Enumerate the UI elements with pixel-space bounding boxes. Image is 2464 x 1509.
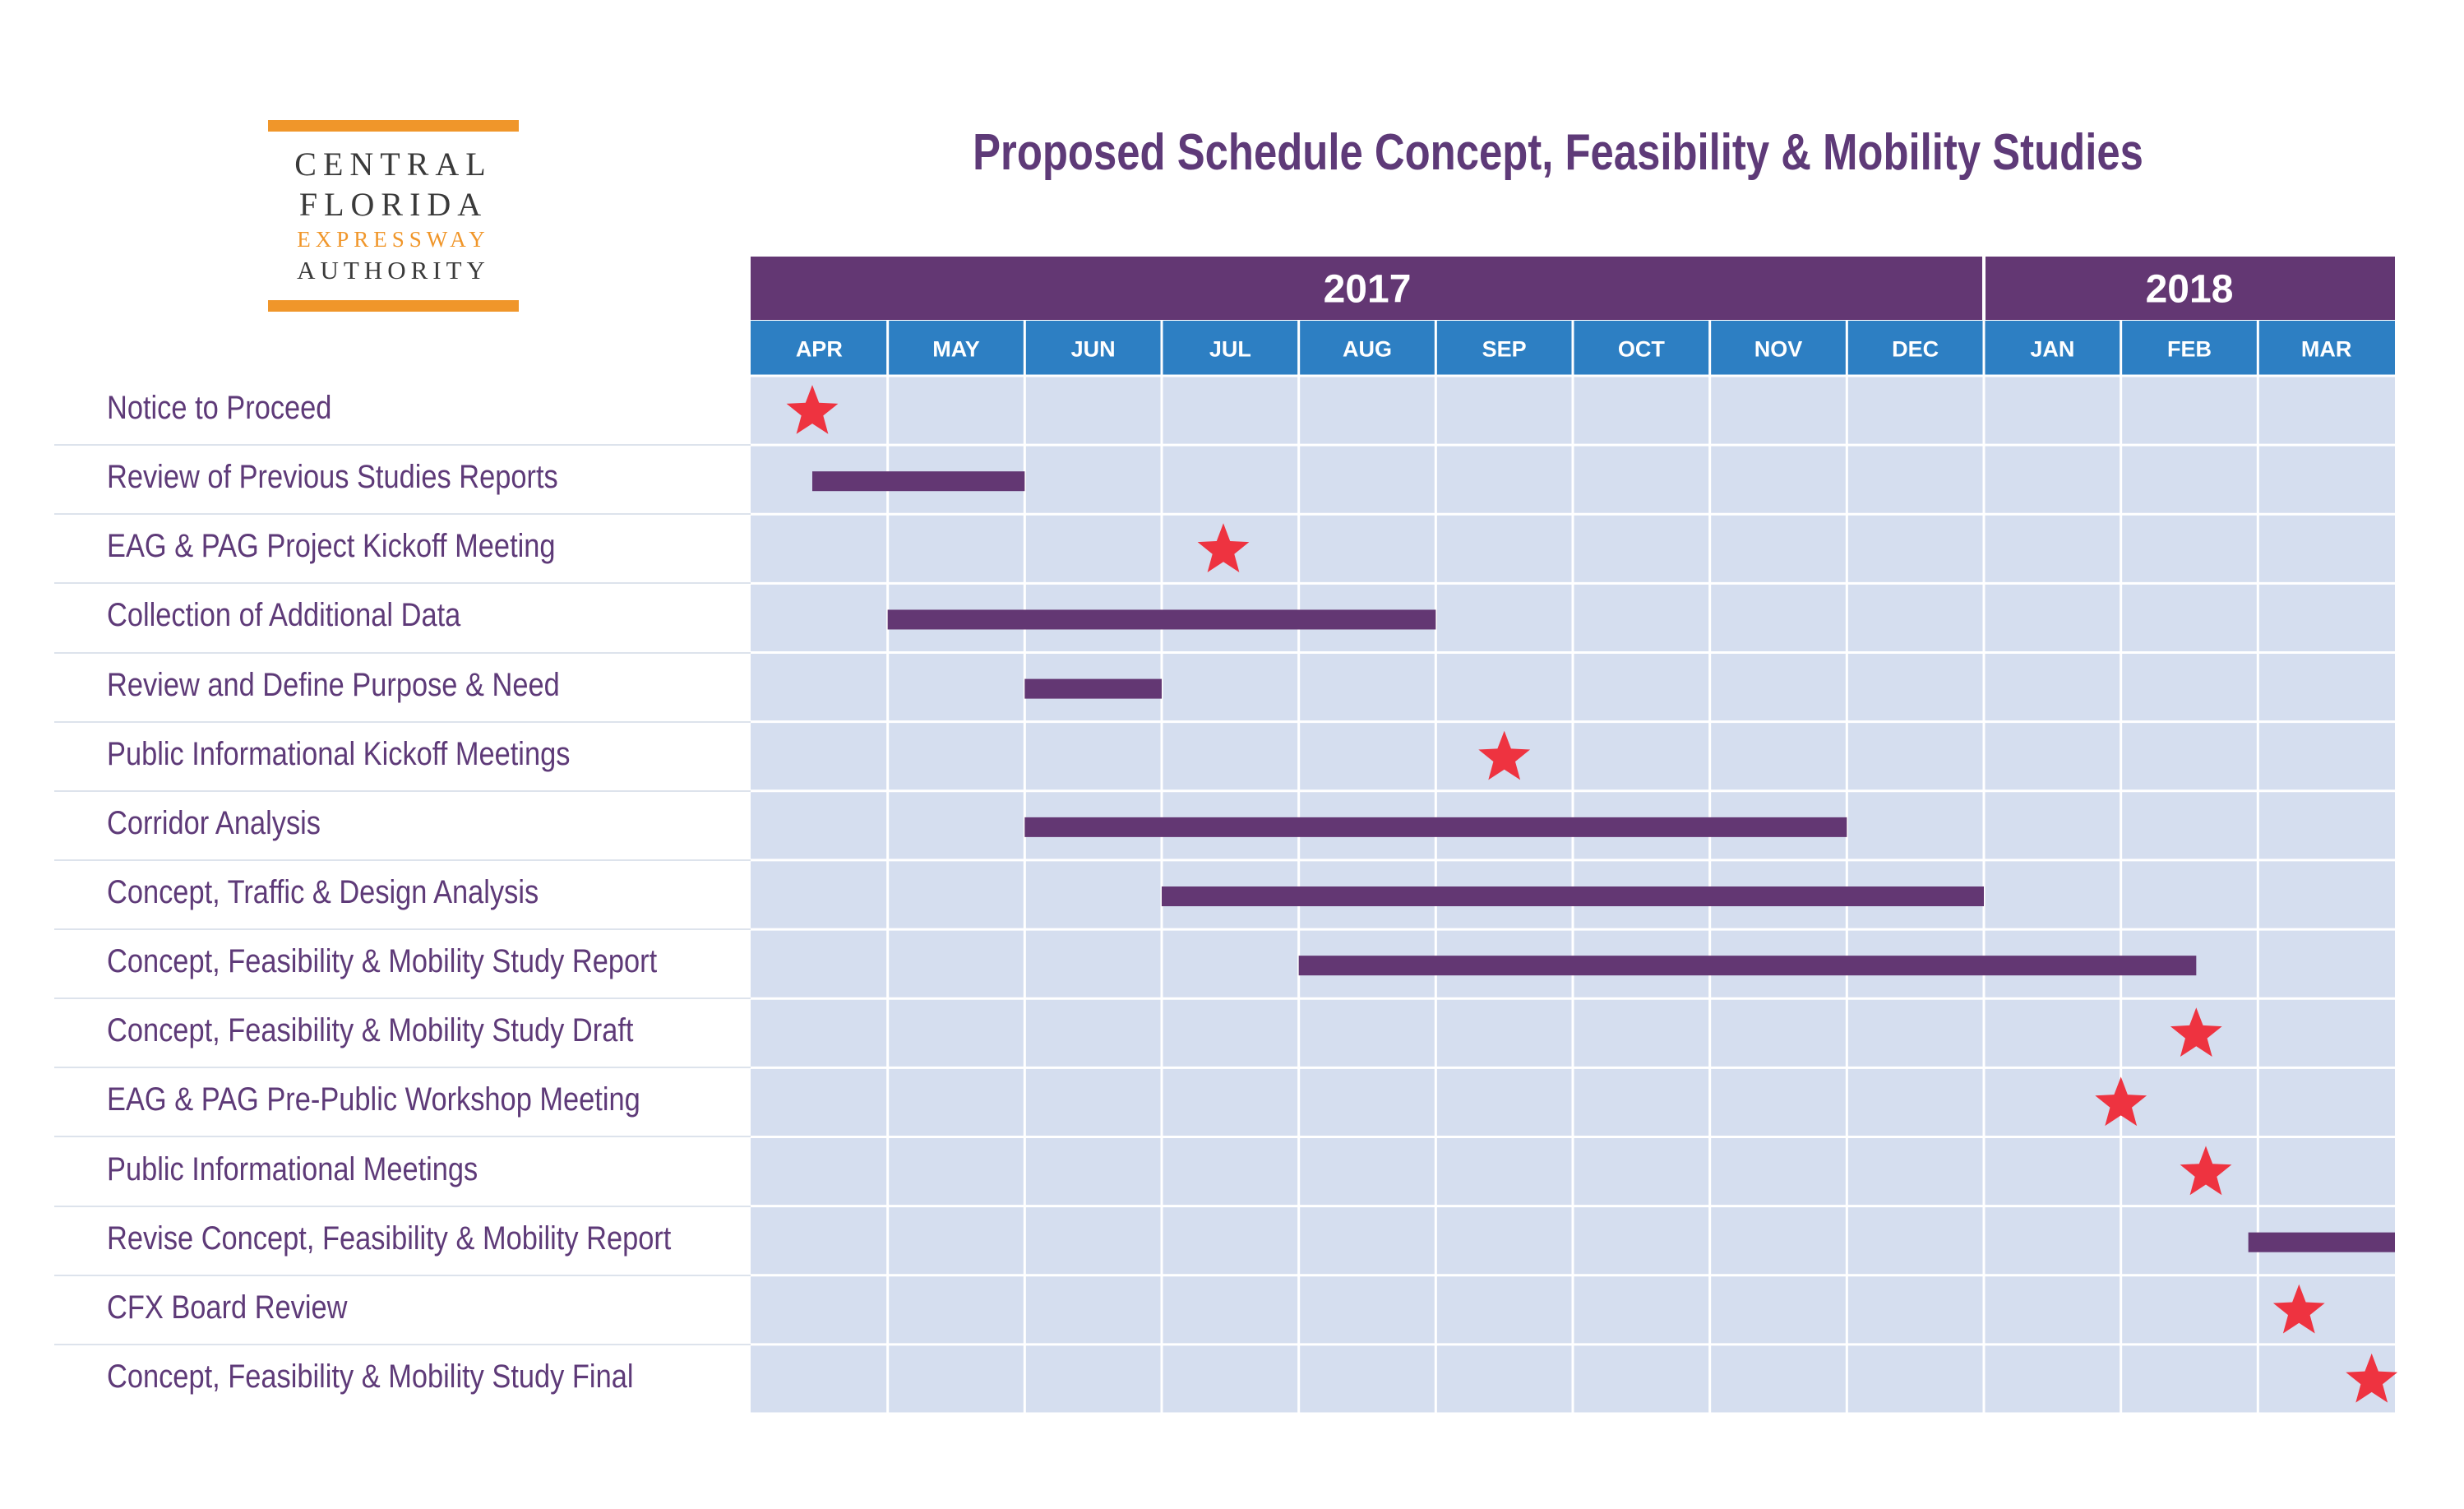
month-label-mar: MAR — [2301, 337, 2352, 362]
label-row-divider — [54, 1136, 751, 1138]
year-header-2017 — [751, 257, 1984, 320]
year-label-2017: 2017 — [1324, 268, 1412, 312]
task-label: Review and Define Purpose & Need — [107, 666, 560, 703]
label-row-divider — [54, 1205, 751, 1207]
milestone-star — [1197, 523, 1250, 572]
task-label: Concept, Feasibility & Mobility Study Re… — [107, 943, 658, 980]
label-row-divider — [54, 513, 751, 516]
label-row-divider — [54, 1343, 751, 1345]
task-label: Concept, Feasibility & Mobility Study Fi… — [107, 1358, 634, 1395]
task-bar — [1162, 886, 1984, 906]
milestone-star — [2180, 1146, 2232, 1196]
month-label-jan: JAN — [2030, 337, 2074, 362]
logo-line-florida: FLORIDA — [298, 186, 488, 223]
task-bar — [1024, 678, 1162, 699]
label-row-divider — [54, 859, 751, 861]
task-label: EAG & PAG Project Kickoff Meeting — [107, 528, 556, 565]
cfx-logo: CENTRAL FLORIDA EXPRESSWAY AUTHORITY — [268, 120, 519, 312]
label-row-divider — [54, 928, 751, 931]
logo-line-expressway: EXPRESSWAY — [297, 227, 490, 252]
task-label: Concept, Traffic & Design Analysis — [107, 874, 539, 910]
month-header-aug — [1298, 321, 1436, 376]
task-label: Collection of Additional Data — [107, 597, 461, 634]
month-header-jul — [1162, 321, 1299, 376]
month-label-dec: DEC — [1892, 337, 1939, 362]
month-header-feb — [2120, 321, 2258, 376]
milestone-star — [2272, 1284, 2325, 1334]
label-row-divider — [54, 651, 751, 654]
month-label-jun: JUN — [1071, 337, 1116, 362]
milestone-star — [2170, 1007, 2222, 1057]
task-bar — [1298, 956, 2197, 976]
month-header-jun — [1024, 321, 1162, 376]
task-label: CFX Board Review — [107, 1289, 348, 1326]
month-header-may — [887, 321, 1025, 376]
month-label-apr: APR — [796, 337, 843, 362]
logo-line-central: CENTRAL — [294, 146, 492, 183]
milestone-star — [2095, 1076, 2147, 1127]
task-label: Review of Previous Studies Reports — [107, 459, 558, 496]
label-row-divider — [54, 582, 751, 585]
label-row-divider — [54, 789, 751, 792]
month-label-may: MAY — [932, 337, 980, 362]
logo-top-bar — [268, 120, 519, 132]
task-label: Corridor Analysis — [107, 804, 321, 841]
milestone-star — [786, 385, 839, 434]
label-row-divider — [54, 720, 751, 723]
task-label: Notice to Proceed — [107, 390, 332, 427]
label-row-divider — [54, 998, 751, 1000]
year-label-2018: 2018 — [2146, 268, 2234, 312]
task-label: Public Informational Meetings — [107, 1150, 478, 1187]
milestone-star — [2346, 1353, 2398, 1403]
month-header-dec — [1847, 321, 1984, 376]
label-row-divider — [54, 444, 751, 447]
month-header-apr — [751, 321, 888, 376]
year-divider — [1982, 257, 1986, 320]
task-label: Concept, Feasibility & Mobility Study Dr… — [107, 1012, 634, 1049]
task-label: EAG & PAG Pre-Public Workshop Meeting — [107, 1081, 640, 1118]
logo-line-authority: AUTHORITY — [297, 256, 490, 285]
label-row-divider — [54, 1067, 751, 1069]
task-bar — [1024, 817, 1847, 837]
chart-title: Proposed Schedule Concept, Feasibility &… — [973, 124, 2143, 181]
month-header-jan — [1984, 321, 2121, 376]
task-bar — [2248, 1232, 2395, 1252]
task-bar — [887, 609, 1436, 630]
milestone-star — [1478, 730, 1531, 780]
task-label: Revise Concept, Feasibility & Mobility R… — [107, 1220, 672, 1257]
year-header-2018 — [1984, 257, 2395, 320]
month-header-nov — [1709, 321, 1847, 376]
month-label-sep: SEP — [1482, 337, 1527, 362]
month-label-oct: OCT — [1618, 337, 1666, 362]
month-header-mar — [2258, 321, 2395, 376]
task-label: Public Informational Kickoff Meetings — [107, 735, 571, 772]
month-label-nov: NOV — [1754, 337, 1803, 362]
month-label-feb: FEB — [2167, 337, 2212, 362]
month-header-sep — [1435, 321, 1573, 376]
task-bar — [812, 471, 1025, 492]
month-header-oct — [1573, 321, 1710, 376]
month-label-aug: AUG — [1343, 337, 1392, 362]
month-label-jul: JUL — [1209, 337, 1251, 362]
label-row-divider — [54, 1274, 751, 1276]
logo-bottom-bar — [268, 300, 519, 312]
